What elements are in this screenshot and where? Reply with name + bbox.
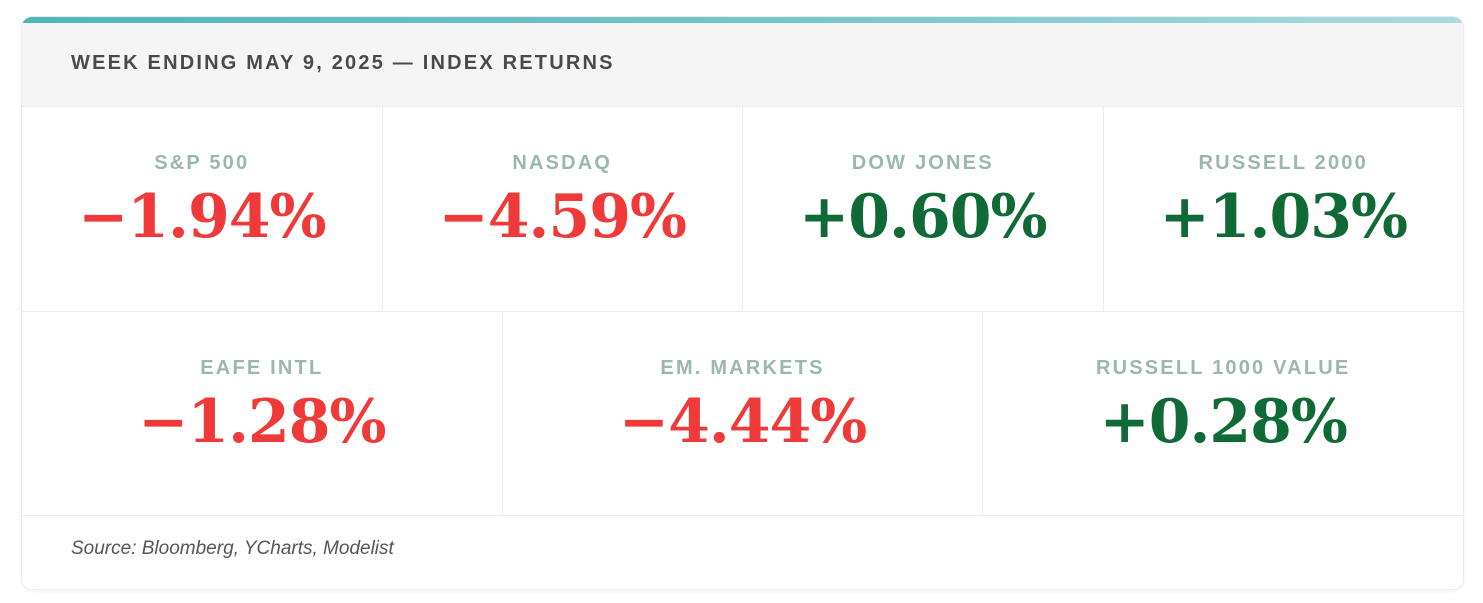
index-cell-sp500: S&P 500 −1.94% [22, 107, 383, 312]
index-cell-dow-jones: DOW JONES +0.60% [743, 107, 1104, 312]
index-label: RUSSELL 2000 [1198, 152, 1368, 174]
index-row-bottom: EAFE INTL −1.28% EM. MARKETS −4.44% RUSS… [22, 312, 1463, 516]
index-label: DOW JONES [851, 152, 994, 174]
index-label: NASDAQ [512, 152, 613, 174]
card-title: WEEK ENDING MAY 9, 2025 — INDEX RETURNS [71, 52, 615, 74]
index-cell-em-markets: EM. MARKETS −4.44% [502, 312, 984, 516]
index-return-value: +0.28% [1099, 387, 1347, 457]
index-return-value: −4.59% [438, 182, 687, 252]
index-label: RUSSELL 1000 VALUE [1095, 357, 1351, 379]
index-returns-card: WEEK ENDING MAY 9, 2025 — INDEX RETURNS … [22, 17, 1463, 589]
index-label: S&P 500 [154, 152, 250, 174]
source-note: Source: Bloomberg, YCharts, Modelist [71, 538, 394, 559]
index-label: EAFE INTL [200, 357, 324, 379]
index-return-value: +1.03% [1159, 182, 1408, 252]
index-cell-eafe-intl: EAFE INTL −1.28% [22, 312, 503, 516]
card-footer: Source: Bloomberg, YCharts, Modelist [22, 516, 1463, 589]
index-row-top: S&P 500 −1.94% NASDAQ −4.59% DOW JONES +… [22, 107, 1463, 312]
card-header: WEEK ENDING MAY 9, 2025 — INDEX RETURNS [22, 23, 1463, 107]
index-return-value: −1.94% [78, 182, 326, 252]
accent-bar [22, 17, 1463, 23]
index-cell-nasdaq: NASDAQ −4.59% [382, 107, 743, 312]
index-cell-russell-2000: RUSSELL 2000 +1.03% [1103, 107, 1463, 312]
index-return-value: −4.44% [618, 387, 867, 457]
index-return-value: −1.28% [138, 387, 386, 457]
index-return-value: +0.60% [799, 182, 1047, 252]
index-cell-russell-1000-value: RUSSELL 1000 VALUE +0.28% [983, 312, 1463, 516]
index-label: EM. MARKETS [660, 357, 825, 379]
